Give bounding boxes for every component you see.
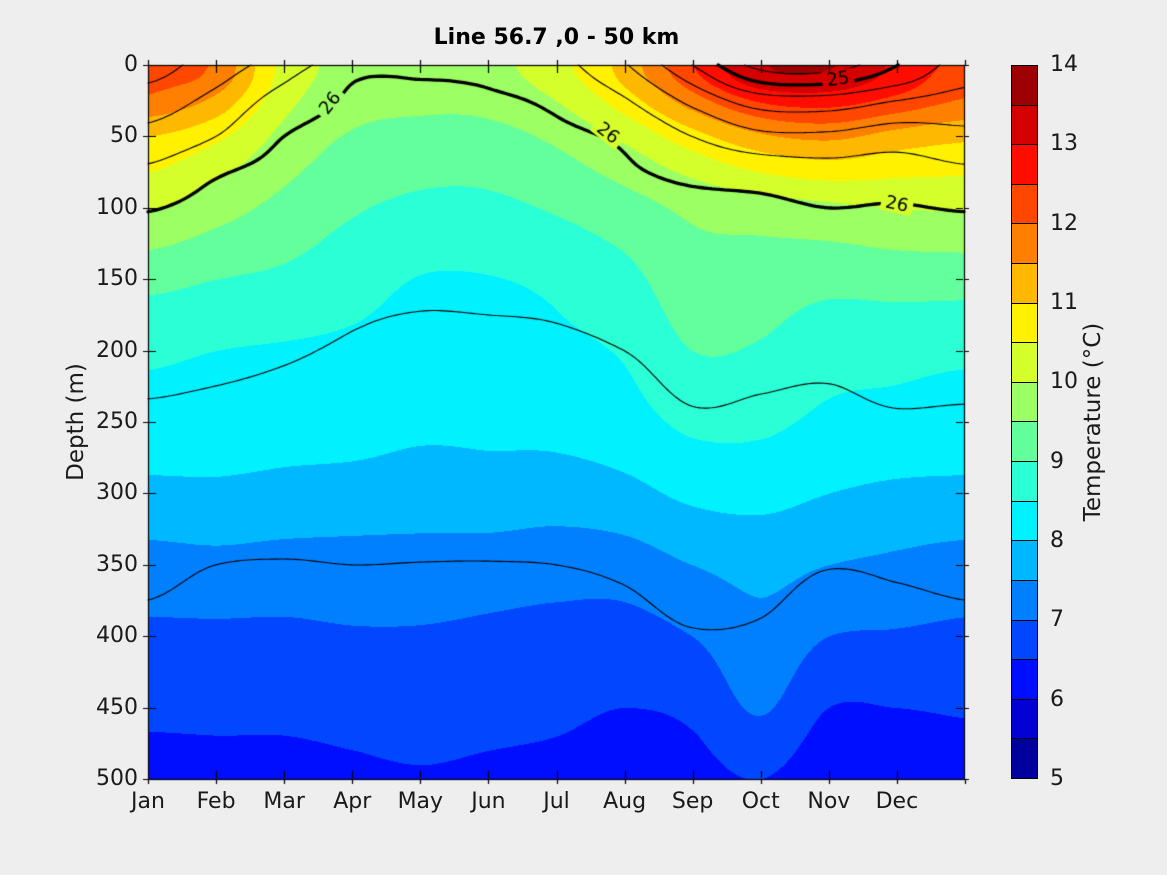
x-tick-label: Dec	[875, 789, 919, 814]
colorbar-band	[1012, 422, 1037, 463]
y-tick-label: 500	[96, 766, 138, 791]
colorbar-band	[1012, 382, 1037, 423]
x-tick-label: Sep	[671, 789, 714, 814]
colorbar-label: Temperature (°C)	[1080, 322, 1106, 522]
colorbar-band	[1012, 739, 1037, 778]
colorbar-tick-label: 12	[1050, 210, 1078, 236]
colorbar-tick-label: 13	[1050, 131, 1078, 157]
colorbar-band	[1012, 620, 1037, 661]
colorbar-tick-label: 9	[1050, 448, 1064, 474]
colorbar	[1011, 65, 1038, 779]
colorbar-band	[1012, 660, 1037, 700]
colorbar-band	[1012, 541, 1037, 581]
colorbar-band	[1012, 580, 1037, 621]
colorbar-band	[1012, 145, 1037, 185]
x-tick-label: May	[397, 789, 444, 814]
x-tick-label: Jun	[471, 789, 506, 814]
colorbar-band	[1012, 105, 1037, 146]
colorbar-band	[1012, 224, 1037, 265]
colorbar-band	[1012, 184, 1037, 225]
x-tick-label: Apr	[333, 789, 372, 814]
y-tick-label: 400	[96, 623, 138, 649]
colorbar-band	[1012, 303, 1037, 344]
colorbar-band	[1012, 66, 1037, 106]
y-tick-label: 250	[96, 409, 138, 434]
colorbar-band	[1012, 501, 1037, 542]
y-tick-label: 150	[96, 266, 138, 292]
y-tick-label: 100	[96, 194, 138, 220]
colorbar-band	[1012, 264, 1037, 304]
y-tick-label: 300	[96, 480, 138, 506]
colorbar-tick-label: 6	[1050, 686, 1064, 712]
colorbar-tick-label: 5	[1050, 766, 1064, 791]
y-tick-label: 50	[110, 123, 138, 149]
colorbar-band	[1012, 462, 1037, 502]
colorbar-tick-label: 10	[1050, 369, 1078, 395]
x-tick-label: Feb	[196, 789, 236, 814]
colorbar-tick-label: 7	[1050, 607, 1064, 633]
colorbar-band	[1012, 699, 1037, 740]
y-tick-label: 350	[96, 551, 138, 577]
y-tick-label: 0	[124, 52, 138, 77]
colorbar-tick-label: 11	[1050, 290, 1078, 315]
x-tick-label: Nov	[807, 789, 851, 814]
x-tick-label: Oct	[741, 789, 780, 814]
chart-title: Line 56.7 ,0 - 50 km	[433, 25, 680, 50]
colorbar-tick-label: 14	[1050, 52, 1078, 77]
x-tick-label: Jan	[131, 789, 165, 814]
colorbar-tick-label: 8	[1050, 528, 1064, 553]
x-tick-label: Mar	[263, 789, 305, 814]
x-tick-label: Aug	[603, 789, 647, 814]
y-tick-label: 200	[96, 337, 138, 363]
colorbar-band	[1012, 343, 1037, 383]
x-tick-label: Jul	[543, 789, 570, 814]
contour-plot-canvas	[140, 57, 973, 788]
y-tick-label: 450	[96, 694, 138, 720]
